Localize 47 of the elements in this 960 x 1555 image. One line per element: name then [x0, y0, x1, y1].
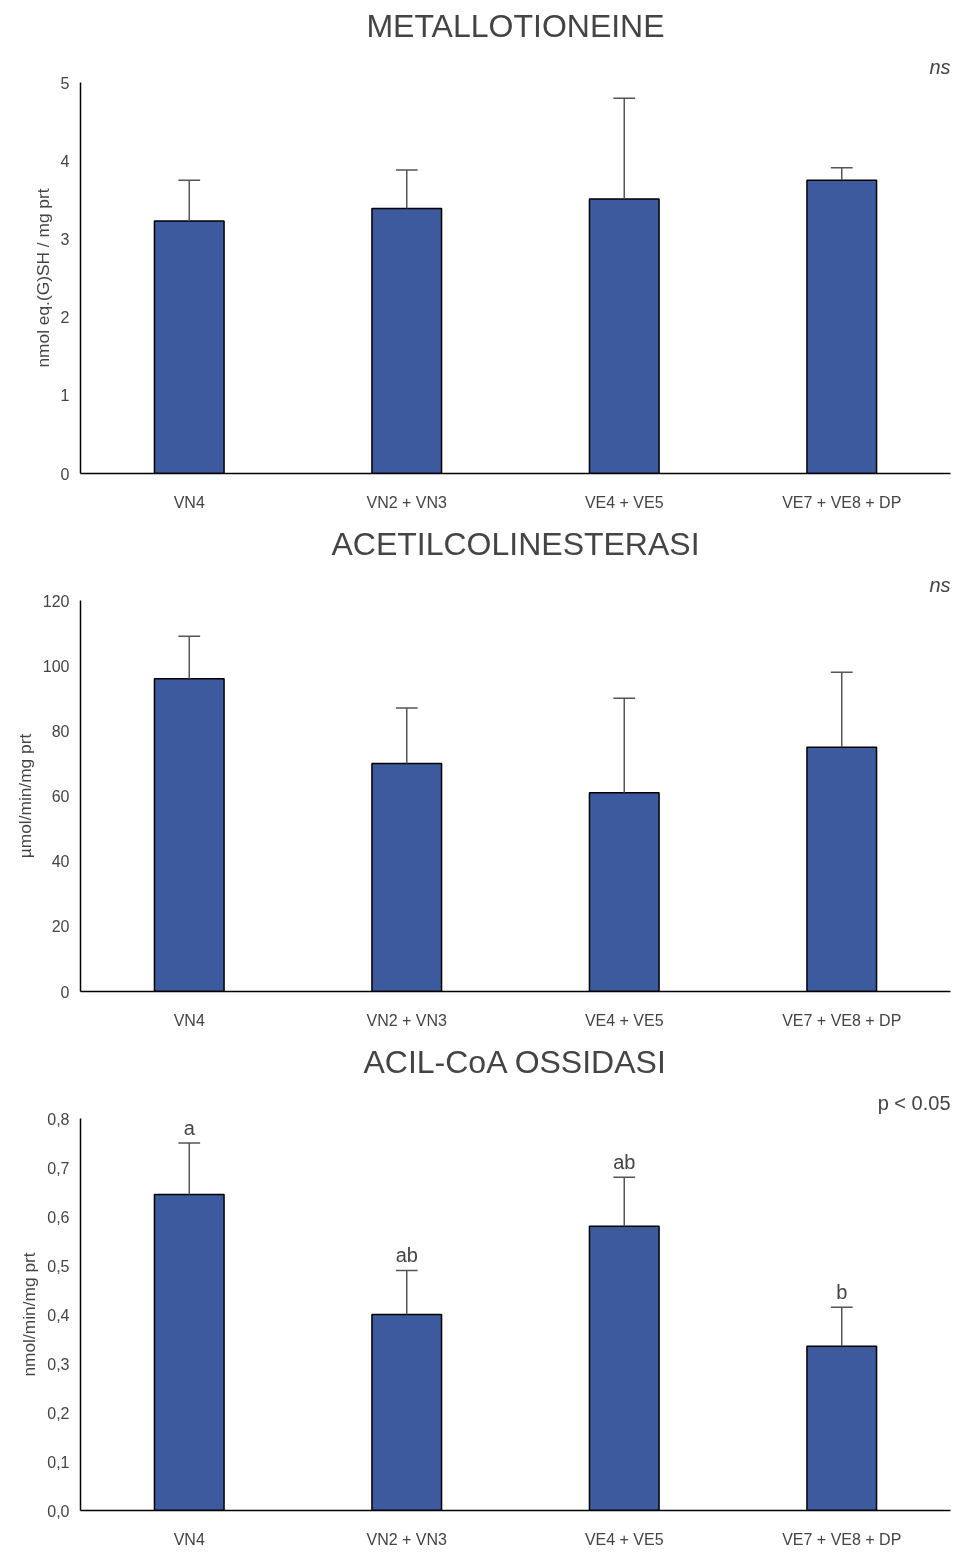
y-tick-label: 0,5: [47, 1257, 70, 1275]
x-tick-label: VN4: [173, 493, 205, 511]
x-tick-label: VN2 + VN3: [366, 493, 448, 511]
y-axis-title: nmol eq.(G)SH / mg prt: [32, 188, 53, 368]
y-tick-label: 3: [60, 230, 70, 248]
text: ns: [929, 573, 951, 596]
annotation: ab: [613, 1151, 636, 1174]
chart-title: ACIL-CoA OSSIDASI: [363, 1043, 666, 1080]
y-tick-label: 40: [51, 853, 70, 871]
text: ns: [929, 55, 951, 78]
x-tick-label: VE4 + VE5: [584, 1530, 664, 1548]
y-tick-label: 0,4: [47, 1306, 70, 1324]
chart-title: ACETILCOLINESTERASI: [331, 525, 700, 562]
y-tick-label: 60: [51, 788, 70, 805]
y-tick-label: 0,2: [47, 1404, 70, 1422]
y-tick-label: 4: [60, 152, 70, 170]
y-tick-label: 0,8: [47, 1110, 70, 1128]
y-tick-label: 0,7: [47, 1159, 70, 1177]
y-tick-label: 0,6: [47, 1208, 70, 1226]
x-tick-label: VE4 + VE5: [584, 1011, 664, 1029]
y-axis-title: nmol/min/mg prt: [19, 1252, 40, 1377]
y-tick-label: 100: [42, 657, 70, 675]
annotation: b: [836, 1281, 848, 1304]
x-tick-label: VE7 + VE8 + DP: [782, 493, 902, 511]
y-tick-label: 80: [51, 722, 70, 740]
y-tick-label: 5: [60, 74, 70, 92]
x-tick-label: VE4 + VE5: [584, 493, 664, 511]
y-tick-label: 0,0: [47, 1502, 70, 1520]
y-axis-title: µmol/min/mg prt: [14, 733, 35, 859]
y-tick-label: 0,3: [47, 1355, 70, 1373]
annotation: ab: [395, 1244, 418, 1267]
y-tick-label: 0: [60, 983, 70, 1001]
x-tick-label: VE7 + VE8 + DP: [782, 1011, 902, 1029]
y-tick-label: 0: [60, 465, 70, 483]
x-tick-label: VN4: [173, 1530, 205, 1548]
y-tick-label: 1: [60, 387, 70, 405]
y-tick-label: 120: [42, 592, 70, 610]
y-tick-label: 20: [51, 918, 70, 936]
x-tick-label: VE7 + VE8 + DP: [782, 1530, 902, 1548]
chart-title: METALLOTIONEINE: [366, 7, 665, 44]
x-tick-label: VN2 + VN3: [366, 1011, 448, 1029]
x-tick-label: VN4: [173, 1011, 205, 1029]
x-tick-label: VN2 + VN3: [366, 1530, 448, 1548]
y-tick-label: 0,1: [47, 1453, 70, 1471]
text: p < 0.05: [877, 1091, 951, 1114]
y-tick-label: 2: [60, 309, 70, 327]
annotation: a: [183, 1117, 196, 1139]
